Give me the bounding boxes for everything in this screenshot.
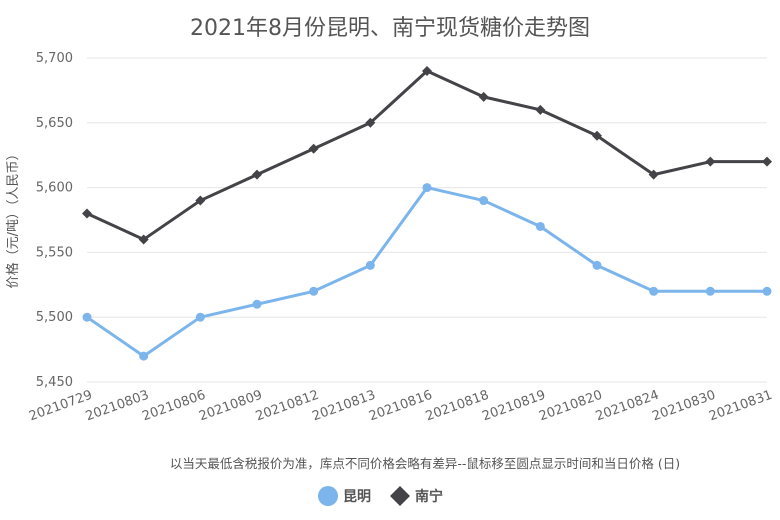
data-point (535, 221, 545, 231)
x-tick-label: 20210809 (197, 388, 264, 425)
chart-title: 2021年8月份昆明、南宁现货糖价走势图 (190, 16, 590, 41)
data-point (195, 195, 206, 206)
data-point (195, 312, 205, 322)
y-tick-label: 5,550 (36, 245, 73, 260)
data-point (592, 260, 602, 270)
data-point (138, 234, 149, 245)
y-tick-label: 5,650 (36, 116, 73, 131)
legend-label: 南宁 (415, 488, 443, 505)
data-point (309, 286, 319, 296)
y-tick-label: 5,500 (36, 310, 73, 325)
x-tick-label: 20210812 (254, 388, 321, 425)
legend-marker (390, 486, 410, 506)
data-point (82, 312, 92, 322)
data-point (139, 351, 149, 361)
x-tick-label: 20210803 (84, 388, 151, 425)
data-point (365, 260, 375, 270)
y-tick-label: 5,700 (36, 51, 73, 66)
x-axis-ticks: 2021072920210803202108062021080920210812… (27, 388, 774, 425)
legend-marker (318, 486, 338, 506)
y-tick-label: 5,450 (36, 375, 73, 390)
chart-note: 以当天最低含税报价为准，库点不同价格会略有差异--鼠标移至圆点显示时间和当日价格… (170, 456, 680, 471)
legend-item: 昆明 (318, 486, 371, 506)
data-point (365, 117, 376, 128)
data-point (762, 156, 772, 167)
data-point (252, 299, 262, 309)
y-tick-label: 5,600 (36, 181, 73, 196)
grid-lines (87, 57, 767, 383)
x-tick-label: 20210824 (594, 388, 661, 425)
y-axis-ticks: 5,450 5,500 5,550 5,600 5,650 5,700 (36, 51, 73, 390)
data-point (705, 156, 716, 167)
x-tick-label: 20210816 (367, 388, 434, 425)
y-axis-label: 价格（元/吨）（人民币） (5, 148, 21, 289)
data-point (252, 169, 262, 180)
data-point (705, 286, 715, 296)
x-tick-label: 20210818 (424, 388, 491, 425)
data-point (762, 286, 772, 296)
data-point (649, 286, 659, 296)
x-tick-label: 20210813 (310, 388, 377, 425)
data-point (422, 183, 432, 193)
data-point (308, 143, 319, 154)
data-point (82, 208, 92, 219)
legend-label: 昆明 (343, 489, 371, 505)
x-tick-label: 20210819 (480, 388, 547, 425)
legend-item: 南宁 (390, 486, 443, 506)
x-tick-label: 20210729 (27, 388, 94, 425)
series-1 (82, 183, 772, 361)
series-group (82, 65, 772, 361)
data-point (648, 169, 659, 180)
x-tick-label: 20210830 (650, 388, 717, 425)
legend: 昆明 南宁 (318, 486, 443, 506)
series-2 (82, 65, 772, 245)
data-point (478, 91, 489, 102)
data-point (592, 130, 602, 141)
data-point (479, 196, 489, 206)
data-point (422, 65, 432, 76)
series-line (86, 186, 767, 358)
data-point (535, 104, 546, 115)
x-tick-label: 20210820 (537, 388, 604, 425)
x-tick-label: 20210831 (707, 388, 774, 425)
series-line (86, 69, 767, 241)
x-tick-label: 20210806 (140, 388, 207, 425)
